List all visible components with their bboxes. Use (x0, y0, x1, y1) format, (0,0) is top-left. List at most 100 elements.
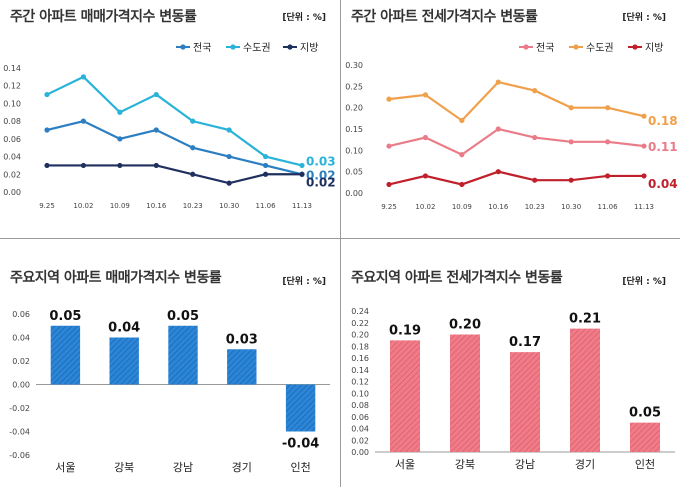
data-point (386, 181, 392, 188)
y-tick-label: -0.04 (9, 428, 30, 437)
end-value-label: 0.03 (306, 154, 336, 168)
data-point (226, 127, 232, 133)
data-point (44, 91, 50, 98)
sales-bar-chart: 0.06 0.04 0.02 0.00 -0.02 -0.04 -0.06 0.05 서울 0.0… (9, 309, 330, 474)
legend-marker (230, 44, 236, 50)
x-tick-label: 11.06 (256, 202, 277, 210)
bar-강남 (168, 325, 198, 385)
y-tick-label: 0.16 (351, 354, 369, 363)
sales-bar-chart-panel: 주요지역 아파트 매매가격지수 변동률 [단위 : %] 0.06 0.04 0.0… (0, 239, 340, 487)
y-tick-label: 0.14 (351, 366, 369, 375)
unit-label: [단위 : %] (282, 277, 326, 287)
data-point (262, 162, 269, 169)
data-point (459, 117, 465, 124)
y-tick-label: 0.00 (12, 381, 30, 390)
x-tick-label: 10.02 (415, 203, 435, 211)
y-tick-label: 0.10 (351, 389, 369, 398)
chart-title: 주요지역 아파트 전세가격지수 변동률 (351, 270, 563, 286)
legend-marker (573, 44, 579, 50)
jeonse-line-chart-panel: 주간 아파트 전세가격지수 변동률 [단위 : %] 0.00 0.05 0.10 0… (341, 0, 680, 238)
data-point (262, 171, 269, 177)
bar-강남 (510, 352, 540, 452)
legend-marker (632, 44, 638, 50)
legend-label: 지방 (300, 42, 318, 54)
data-point (190, 118, 196, 124)
bar-서울 (50, 325, 81, 385)
x-tick-label: 10.09 (110, 202, 130, 210)
data-point (532, 177, 538, 183)
data-point (495, 126, 501, 132)
vertical-divider (340, 0, 341, 487)
end-value-label: 0.02 (306, 168, 336, 182)
bar-value-label: 0.19 (389, 323, 421, 338)
x-tick-label: 인천 (290, 460, 310, 474)
x-tick-label: 10.09 (452, 203, 472, 211)
data-point (604, 105, 611, 111)
data-point (495, 169, 501, 175)
data-point (299, 171, 305, 177)
data-point (422, 92, 429, 98)
data-point (117, 162, 123, 169)
x-tick-label: 10.16 (146, 202, 167, 210)
bar-value-label: 0.04 (108, 321, 140, 336)
data-point (604, 139, 611, 145)
x-tick-label: 11.13 (634, 203, 654, 211)
bar-value-label: 0.05 (629, 406, 661, 421)
data-point (190, 145, 196, 151)
data-point (190, 171, 196, 177)
bar-경기 (570, 328, 600, 452)
x-tick-label: 11.13 (292, 202, 312, 210)
x-tick-label: 경기 (232, 461, 252, 474)
legend-marker (523, 44, 529, 50)
data-point (44, 127, 50, 133)
data-point (568, 177, 574, 183)
y-tick-label: 0.08 (351, 401, 369, 410)
y-tick-label: 0.06 (3, 135, 21, 144)
bar-value-label: 0.05 (49, 309, 81, 324)
chart-title: 주간 아파트 전세가격지수 변동률 (351, 9, 538, 25)
data-point (422, 134, 429, 141)
data-point (568, 139, 574, 145)
bar-value-label: 0.20 (449, 318, 481, 333)
end-value-label: 0.02 (306, 175, 336, 189)
bar-경기 (227, 349, 257, 385)
series-line-3 (47, 164, 302, 185)
y-tick-label: 0.24 (351, 307, 369, 316)
data-point (532, 134, 538, 141)
bar-인천 (630, 422, 660, 452)
data-point (422, 173, 429, 179)
unit-label: [단위 : %] (622, 277, 666, 287)
bar-서울 (390, 340, 420, 452)
legend-label: 수도권 (586, 42, 614, 54)
jeonse-bar-chart: 0.00 0.02 0.04 0.06 0.08 0.10 0.12 0.14 0.16 0.18… (351, 307, 675, 471)
data-point (299, 162, 305, 169)
end-value-label: 0.18 (648, 114, 678, 128)
bar-강북 (450, 334, 480, 452)
data-point (459, 152, 465, 158)
end-value-label: 0.04 (648, 177, 678, 191)
legend-label: 수도권 (243, 42, 271, 54)
y-tick-label: 0.02 (12, 357, 30, 366)
y-tick-label: 0.20 (351, 331, 369, 340)
data-point (604, 173, 611, 179)
y-tick-label: 0.04 (12, 334, 30, 343)
x-tick-label: 9.25 (381, 203, 397, 211)
bar-value-label: 0.05 (167, 309, 199, 324)
x-tick-label: 10.23 (183, 202, 203, 210)
chart-title: 주간 아파트 매매가격지수 변동률 (10, 9, 197, 25)
sales-line-chart: 0.00 0.02 0.04 0.06 0.08 0.10 0.12 0.14 9.25 10.0… (3, 42, 336, 210)
data-point (532, 88, 538, 94)
x-tick-label: 강남 (173, 461, 193, 474)
x-tick-label: 10.02 (73, 202, 93, 210)
data-point (386, 143, 392, 149)
y-tick-label: 0.08 (3, 117, 21, 126)
y-tick-label: -0.02 (9, 404, 30, 413)
data-point (641, 113, 647, 119)
y-tick-label: 0.30 (345, 61, 363, 70)
legend-label: 지방 (645, 42, 663, 54)
y-tick-label: 0.06 (12, 310, 30, 319)
legend-label: 전국 (536, 42, 554, 54)
legend-label: 전국 (193, 42, 211, 54)
x-tick-label: 9.25 (39, 202, 55, 210)
x-tick-label: 강북 (455, 458, 475, 471)
